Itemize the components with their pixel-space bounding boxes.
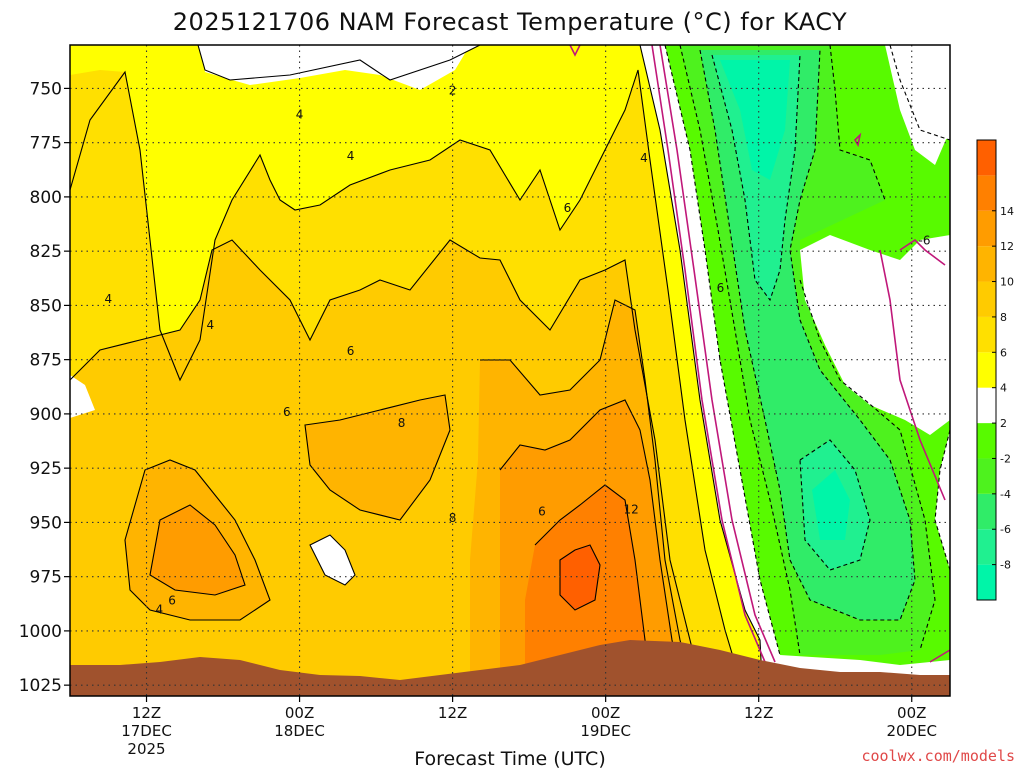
chart-title: 2025121706 NAM Forecast Temperature (°C)… [173, 8, 847, 36]
colorbar-frame [976, 139, 997, 601]
zero-contour-main [651, 45, 766, 663]
contour-2-white-pocket [309, 534, 356, 586]
white-pocket-left [70, 375, 95, 418]
x-tick-label: 00Z [897, 704, 926, 722]
contour-label: 6 [283, 405, 291, 419]
colorbar-swatch [977, 316, 996, 353]
y-tick-label: 850 [30, 296, 62, 316]
contour-label: -6 [919, 233, 931, 247]
colorbar-label: -2 [1000, 452, 1011, 465]
contour-6 [70, 239, 701, 681]
contour-label: 4 [155, 602, 163, 616]
x-tick-label: 00Z [285, 704, 314, 722]
colorbar-label: 12 [1000, 240, 1014, 253]
colorbar-swatch [977, 493, 996, 530]
contour-4 [70, 69, 741, 681]
y-axis: 750 775 800 825 850 875 900 925 950 975 1000 1025 [19, 79, 70, 696]
contour-lines [70, 45, 763, 681]
colorbar-swatch [977, 140, 996, 176]
y-tick-label: 775 [30, 134, 62, 154]
colorbar-swatch [977, 281, 996, 317]
contour-label: 4 [104, 292, 112, 306]
contour-label: 4 [640, 151, 648, 165]
contour-label: 6 [168, 594, 176, 608]
contour-label: 6 [538, 505, 546, 519]
contour-label: 2 [449, 84, 457, 98]
y-tick-label: 825 [30, 242, 62, 262]
y-tick-label: 1025 [19, 676, 62, 696]
y-tick-label: 1000 [19, 622, 62, 642]
band-below-neg8 [720, 60, 850, 540]
colorbar-label: 4 [1000, 382, 1007, 395]
band-14-16 [560, 545, 600, 610]
contour-label: 4 [206, 318, 214, 332]
x-tick-label: 20DEC [886, 722, 937, 740]
terrain [70, 640, 950, 696]
colorbar-label: 8 [1000, 311, 1007, 324]
colorbar-label: 10 [1000, 276, 1014, 289]
contour-label: 4 [296, 108, 304, 122]
zero-contour-inner [659, 45, 776, 663]
contour-label: 8 [398, 416, 406, 430]
y-tick-label: 750 [30, 79, 62, 99]
colorbar: -8 -6 -4 -2 2 4 6 8 10 12 14 [976, 139, 1014, 601]
contour-12 [534, 484, 651, 681]
colorbar-label: 14 [1000, 205, 1014, 218]
contour-label: 12 [624, 503, 639, 517]
colorbar-swatch [977, 352, 996, 388]
colorbar-swatch [977, 210, 996, 247]
colorbar-swatch [977, 246, 996, 282]
colorbar-swatch [977, 423, 996, 459]
y-tick-label: 875 [30, 351, 62, 371]
x-axis-title: Forecast Time (UTC) [414, 748, 605, 768]
colorbar-swatch [977, 175, 996, 211]
colorbar-swatch [977, 387, 996, 424]
contour-lines-negative [664, 45, 950, 656]
x-tick-label: 00Z [591, 704, 620, 722]
colorbar-label: 6 [1000, 346, 1007, 359]
colorbar-label: -4 [1000, 488, 1011, 501]
contour-label: 6 [347, 344, 355, 358]
credit-text[interactable]: coolwx.com/models [861, 747, 1015, 765]
contour-8 [124, 299, 691, 681]
x-tick-label: 2025 [127, 740, 165, 758]
contour-neg4 [679, 45, 936, 656]
contour-label: 8 [449, 511, 457, 525]
y-tick-label: 925 [30, 459, 62, 479]
x-tick-label: 12Z [132, 704, 161, 722]
contour-14 [559, 544, 601, 611]
y-tick-label: 975 [30, 568, 62, 588]
y-tick-label: 800 [30, 188, 62, 208]
x-tick-label: 12Z [438, 704, 467, 722]
x-tick-label: 17DEC [121, 722, 172, 740]
white-pocket-950 [310, 535, 355, 585]
colorbar-label: -6 [1000, 523, 1011, 536]
zero-contour [569, 45, 950, 663]
contour-neg2 [664, 45, 950, 656]
colorbar-label: 2 [1000, 417, 1007, 430]
plot-frame [69, 44, 951, 697]
y-tick-label: 900 [30, 405, 62, 425]
colorbar-label: -8 [1000, 559, 1011, 572]
white-pocket-top [200, 45, 470, 90]
contour-2 [197, 45, 763, 681]
y-tick-label: 950 [30, 513, 62, 533]
x-tick-label: 12Z [744, 704, 773, 722]
x-tick-label: 18DEC [274, 722, 325, 740]
contour-label: 6 [564, 201, 572, 215]
colorbar-swatch [977, 564, 996, 600]
contour-label: 4 [347, 149, 355, 163]
contour-neg8 [711, 54, 871, 571]
colorbar-swatch [977, 529, 996, 565]
x-tick-label: 19DEC [580, 722, 631, 740]
colorbar-swatch [977, 458, 996, 494]
contour-label: 6 [717, 281, 725, 295]
grid-lines [70, 45, 950, 696]
zero-contour-right [569, 45, 950, 663]
contour-10 [149, 399, 681, 681]
